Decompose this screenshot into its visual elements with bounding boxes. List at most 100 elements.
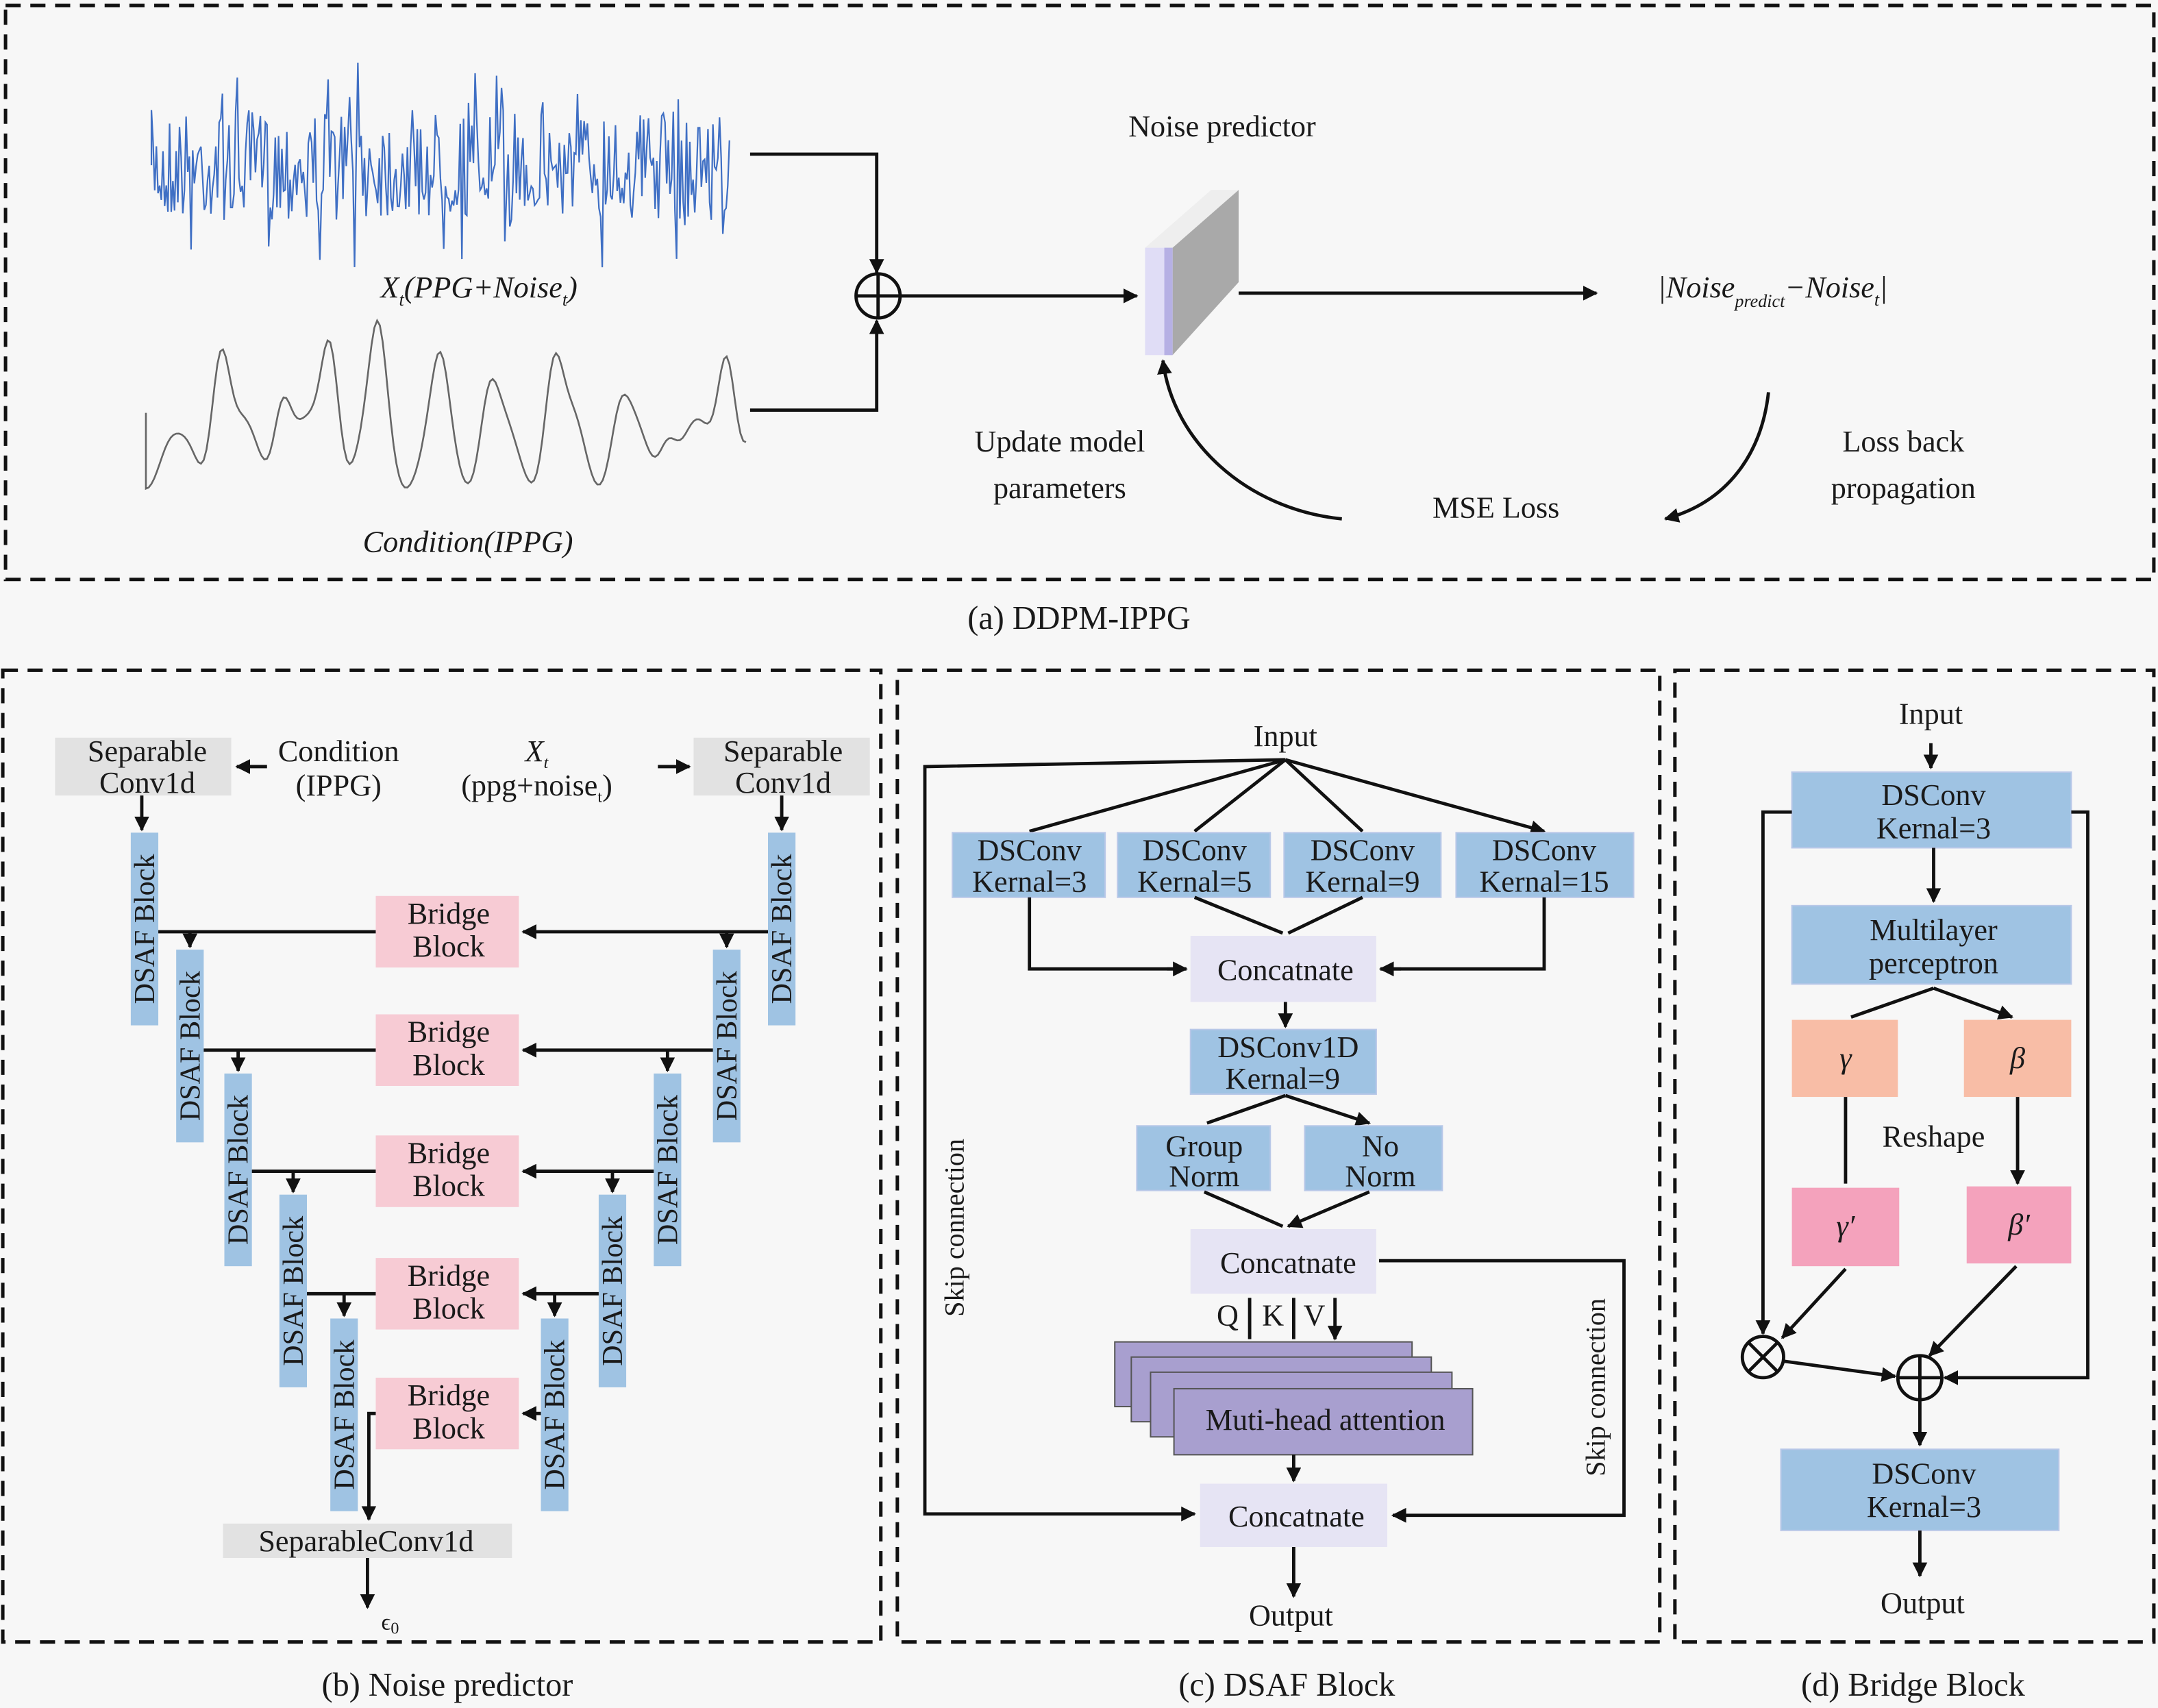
svg-text:Block: Block bbox=[412, 1291, 485, 1325]
svg-text:Kernal=5: Kernal=5 bbox=[1137, 865, 1252, 899]
panel-c-border bbox=[895, 668, 1662, 1644]
svg-text:Bridge: Bridge bbox=[408, 1136, 490, 1169]
svg-text:DSAF Block: DSAF Block bbox=[223, 1094, 255, 1245]
svg-text:DSConv: DSConv bbox=[1492, 834, 1597, 867]
svg-text:Kernal=15: Kernal=15 bbox=[1479, 865, 1609, 899]
output-label-c: Output bbox=[1249, 1598, 1333, 1632]
xt-line2: (ppg+noiset) bbox=[461, 769, 612, 806]
input-label: Input bbox=[1254, 719, 1318, 753]
svg-text:Muti-head attention: Muti-head attention bbox=[1206, 1403, 1446, 1437]
separable-conv-output: SeparableConv1d bbox=[223, 1523, 512, 1559]
mlp-split-arrows bbox=[1850, 987, 2012, 1017]
svg-text:DSAF Block: DSAF Block bbox=[766, 854, 798, 1004]
svg-text:DSAF Block: DSAF Block bbox=[277, 1215, 310, 1366]
svg-text:DSAF Block: DSAF Block bbox=[711, 970, 743, 1121]
svg-text:DSAF Block: DSAF Block bbox=[597, 1215, 629, 1366]
gamma-prime-block: γ′ bbox=[1791, 1187, 1900, 1267]
noise-predictor-block-icon bbox=[1145, 190, 1239, 356]
skip-label-left: Skip connection bbox=[939, 1139, 969, 1317]
svg-text:Concatnate: Concatnate bbox=[1220, 1246, 1356, 1280]
branch-merge-lines bbox=[1028, 895, 1546, 971]
svg-text:Norm: Norm bbox=[1345, 1160, 1415, 1193]
xt-label: Xt bbox=[524, 734, 549, 772]
noisy-waveform-line bbox=[150, 62, 730, 268]
svg-text:DSAF Block: DSAF Block bbox=[328, 1339, 360, 1490]
input-label-d: Input bbox=[1899, 697, 1963, 731]
svg-text:Conv1d: Conv1d bbox=[735, 766, 831, 800]
gamma-to-multiply-arrow bbox=[1781, 1267, 1847, 1339]
svg-text:Multilayer: Multilayer bbox=[1870, 913, 1998, 947]
backprop-label-line1: Loss back bbox=[1842, 425, 1965, 458]
svg-text:Kernal=3: Kernal=3 bbox=[1867, 1490, 1981, 1524]
noisy-signal-label: Xt(PPG+Noiset) bbox=[379, 271, 577, 310]
svg-text:DSConv: DSConv bbox=[1881, 778, 1986, 812]
noisy-to-sum-arrow bbox=[749, 152, 884, 274]
panel-c-caption: (c) DSAF Block bbox=[1178, 1667, 1396, 1703]
svg-text:DSConv1D: DSConv1D bbox=[1217, 1030, 1359, 1064]
svg-text:Block: Block bbox=[412, 930, 485, 963]
multi-head-attention-stack: Muti-head attention bbox=[1114, 1341, 1474, 1456]
svg-text:SeparableConv1d: SeparableConv1d bbox=[258, 1524, 473, 1558]
condition-line2: (IPPG) bbox=[296, 769, 382, 802]
noise-predictor-label: Noise predictor bbox=[1128, 110, 1316, 143]
svg-text:Conv1d: Conv1d bbox=[99, 766, 195, 800]
condition-signal-waveform bbox=[145, 318, 747, 491]
svg-text:Kernal=9: Kernal=9 bbox=[1226, 1062, 1340, 1096]
q-label: Q bbox=[1217, 1299, 1239, 1333]
reshape-label: Reshape bbox=[1883, 1119, 1985, 1153]
svg-text:DSConv: DSConv bbox=[1311, 834, 1415, 867]
separable-conv-left: Separable Conv1d bbox=[55, 734, 232, 800]
circle-times-icon bbox=[1740, 1335, 1785, 1380]
dsaf-block-condition-2: DSAF Block bbox=[711, 950, 743, 1143]
svg-text:DSAF Block: DSAF Block bbox=[174, 970, 206, 1121]
multiply-to-add-arrow bbox=[1783, 1359, 1897, 1382]
dsaf-block-encoder-3: DSAF Block bbox=[223, 1073, 255, 1267]
svg-text:Norm: Norm bbox=[1169, 1160, 1239, 1193]
circle-plus-icon bbox=[1896, 1354, 1944, 1402]
reshape-arrows bbox=[1844, 1097, 2018, 1184]
svg-text:DSAF Block: DSAF Block bbox=[652, 1094, 684, 1245]
panel-a-ddpm-ippg: Xt(PPG+Noiset) Condition(IPPG) Noise pre… bbox=[3, 3, 2156, 636]
skip-right-d bbox=[1943, 810, 2089, 1385]
panel-b-border bbox=[1, 668, 883, 1644]
update-params-arrow bbox=[1157, 359, 1342, 521]
condition-waveform-line bbox=[145, 318, 747, 491]
panel-d-caption: (d) Bridge Block bbox=[1801, 1667, 2026, 1703]
skip-left-d bbox=[1755, 810, 1792, 1335]
svg-text:No: No bbox=[1362, 1129, 1399, 1163]
svg-text:Bridge: Bridge bbox=[408, 1259, 490, 1292]
dsaf-block-encoder-5: DSAF Block bbox=[328, 1318, 360, 1511]
separable-conv-right: Separable Conv1d bbox=[693, 734, 870, 800]
svg-text:Block: Block bbox=[412, 1411, 485, 1445]
svg-text:Separable: Separable bbox=[723, 734, 843, 768]
dsaf-block-condition-1: DSAF Block bbox=[766, 832, 798, 1026]
epsilon-output: ϵ0 bbox=[382, 1609, 399, 1637]
concatenate-3: Concatnate bbox=[1200, 1483, 1387, 1547]
beta-prime-block: β′ bbox=[1966, 1186, 2072, 1264]
dsaf-block-encoder-2: DSAF Block bbox=[174, 950, 206, 1143]
condition-signal-label: Condition(IPPG) bbox=[363, 525, 573, 559]
loss-expression: |Noisepredict−Noiset| bbox=[1658, 271, 1888, 311]
condition-line1: Condition bbox=[278, 734, 399, 768]
dsaf-block-encoder-1: DSAF Block bbox=[129, 832, 161, 1026]
k-label: K bbox=[1262, 1299, 1284, 1333]
panel-b-noise-predictor: Separable Conv1d Separable Conv1d Condit… bbox=[1, 668, 883, 1703]
svg-text:β: β bbox=[2009, 1041, 2025, 1075]
skip-label-right: Skip connection bbox=[1580, 1298, 1611, 1476]
svg-text:DSConv: DSConv bbox=[1143, 834, 1248, 867]
svg-text:Separable: Separable bbox=[88, 734, 207, 768]
svg-text:Bridge: Bridge bbox=[408, 1378, 490, 1412]
condition-to-sum-arrow bbox=[749, 319, 884, 412]
svg-text:Block: Block bbox=[412, 1048, 485, 1082]
input-fanout-arrows bbox=[1029, 758, 1544, 831]
svg-text:DSAF Block: DSAF Block bbox=[129, 854, 161, 1004]
